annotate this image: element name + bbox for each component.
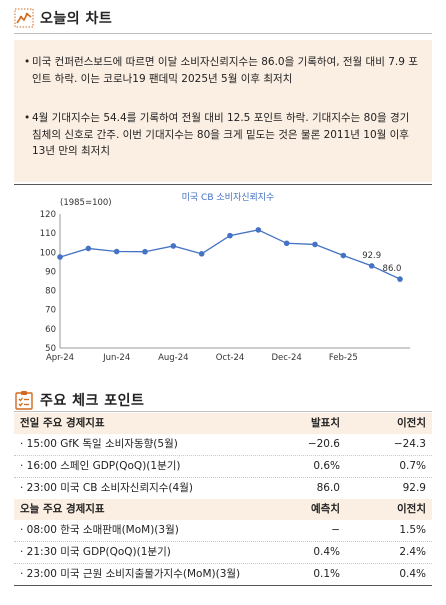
x-tick-label: Aug-24 — [158, 353, 188, 363]
y-tick-label: 100 — [40, 248, 56, 258]
summary-bullet-1: • 미국 컨퍼런스보드에 따르면 이달 소비자신뢰지수는 86.0을 기록하여,… — [24, 54, 422, 87]
y-tick-label: 60 — [45, 325, 56, 335]
header-indicator: 전일 주요 경제지표 — [20, 417, 105, 429]
data-point — [312, 241, 318, 248]
points-header: 주요 체크 포인트 — [14, 390, 144, 410]
data-point — [113, 248, 120, 255]
header-actual: 발표치 — [311, 417, 340, 429]
chart-y-axis: 50 60 70 80 90 100 110 120 — [40, 210, 61, 354]
y-tick-label: 110 — [40, 229, 56, 239]
today-indicators-table: 오늘 주요 경제지표 예측치 이전치 · 08:00 한국 소매판매(MoM)(… — [14, 499, 432, 586]
indicator-name: · 08:00 한국 소매판매(MoM)(3월) — [20, 524, 179, 536]
previous-value: −24.3 — [393, 438, 426, 450]
data-point — [397, 276, 403, 282]
table-row: · 15:00 GfK 독일 소비자동향(5월) −20.6 −24.3 — [14, 434, 432, 456]
data-point — [142, 248, 148, 255]
indicator-name: · 23:00 미국 근원 소비지출물가지수(MoM)(3월) — [20, 568, 241, 580]
data-point — [227, 232, 233, 239]
data-point — [340, 252, 347, 259]
y-tick-label: 90 — [45, 267, 56, 277]
actual-value: 86.0 — [316, 482, 340, 494]
y-tick-label: 80 — [45, 287, 56, 297]
summary-bullet-text: 미국 컨퍼런스보드에 따르면 이달 소비자신뢰지수는 86.0을 기록하여, 전… — [32, 56, 418, 85]
previous-value: 92.9 — [402, 482, 426, 494]
indicator-name: · 16:00 스페인 GDP(QoQ)(1분기) — [20, 460, 181, 472]
y-tick-label: 50 — [45, 344, 56, 354]
table-header-row: 전일 주요 경제지표 발표치 이전치 — [14, 413, 432, 434]
y-tick-label: 70 — [45, 306, 56, 316]
data-label: 92.9 — [362, 251, 381, 261]
table-row: · 16:00 스페인 GDP(QoQ)(1분기) 0.6% 0.7% — [14, 456, 432, 478]
chart-x-axis: Apr-24 Jun-24 Aug-24 Oct-24 Dec-24 Feb-25 — [46, 347, 410, 363]
header-forecast: 예측치 — [311, 503, 340, 515]
consumer-confidence-chart: 미국 CB 소비자신뢰지수 (1985=100) 50 60 70 80 90 100 11… — [14, 184, 432, 363]
points-divider — [14, 411, 432, 412]
table-row: · 21:30 미국 GDP(QoQ)(1분기) 0.4% 2.4% — [14, 542, 432, 564]
previous-value: 0.7% — [399, 460, 426, 472]
chart-series: 92.986.0 — [57, 227, 403, 282]
indicator-name: · 21:30 미국 GDP(QoQ)(1분기) — [20, 546, 171, 558]
header-previous: 이전치 — [397, 417, 426, 429]
previous-value: 2.4% — [399, 546, 426, 558]
summary-bullet-2: • 4월 기대지수는 54.4를 기록하여 전월 대비 12.5 포인트 하락.… — [24, 110, 422, 160]
data-point — [255, 227, 262, 233]
data-point — [57, 254, 63, 260]
forecast-value: 0.1% — [313, 568, 340, 580]
x-tick-label: Oct-24 — [216, 353, 245, 363]
x-tick-label: Apr-24 — [46, 353, 74, 363]
chart-title: 미국 CB 소비자신뢰지수 — [182, 192, 275, 203]
x-tick-label: Feb-25 — [329, 353, 358, 363]
header-previous: 이전치 — [397, 503, 426, 515]
actual-value: −20.6 — [307, 438, 340, 450]
previous-value: 1.5% — [399, 524, 426, 536]
yesterday-indicators-table: 전일 주요 경제지표 발표치 이전치 · 15:00 GfK 독일 소비자동향(… — [14, 413, 432, 500]
table-row: · 23:00 미국 근원 소비지출물가지수(MoM)(3월) 0.1% 0.4… — [14, 564, 432, 586]
summary-box: • 미국 컨퍼런스보드에 따르면 이달 소비자신뢰지수는 86.0을 기록하여,… — [14, 40, 432, 182]
data-point — [198, 251, 205, 257]
header-indicator: 오늘 주요 경제지표 — [20, 503, 105, 515]
chart-icon — [14, 8, 34, 28]
chart-y-unit: (1985=100) — [60, 198, 112, 208]
summary-divider — [14, 33, 432, 34]
table-header-row: 오늘 주요 경제지표 예측치 이전치 — [14, 499, 432, 520]
previous-value: 0.4% — [399, 568, 426, 580]
actual-value: 0.6% — [313, 460, 340, 472]
data-point — [368, 263, 375, 269]
summary-header: 오늘의 차트 — [14, 8, 112, 28]
table-row: · 08:00 한국 소매판매(MoM)(3월) − 1.5% — [14, 520, 432, 542]
x-tick-label: Dec-24 — [271, 353, 301, 363]
summary-bullet-text: 4월 기대지수는 54.4를 기록하여 전월 대비 12.5 포인트 하락. 기… — [32, 112, 410, 157]
data-point — [85, 245, 92, 252]
data-label: 86.0 — [383, 264, 402, 274]
forecast-value: 0.4% — [313, 546, 340, 558]
data-point — [283, 240, 290, 247]
checklist-icon — [15, 391, 33, 410]
summary-title: 오늘의 차트 — [40, 11, 113, 27]
points-title: 주요 체크 포인트 — [40, 393, 145, 409]
x-tick-label: Jun-24 — [102, 353, 130, 363]
indicator-name: · 15:00 GfK 독일 소비자동향(5월) — [20, 438, 178, 450]
indicator-name: · 23:00 미국 CB 소비자신뢰지수(4월) — [20, 482, 193, 494]
y-tick-label: 120 — [40, 210, 56, 220]
data-point — [170, 243, 177, 249]
table-row: · 23:00 미국 CB 소비자신뢰지수(4월) 86.0 92.9 — [14, 478, 432, 500]
forecast-value: − — [331, 524, 340, 536]
